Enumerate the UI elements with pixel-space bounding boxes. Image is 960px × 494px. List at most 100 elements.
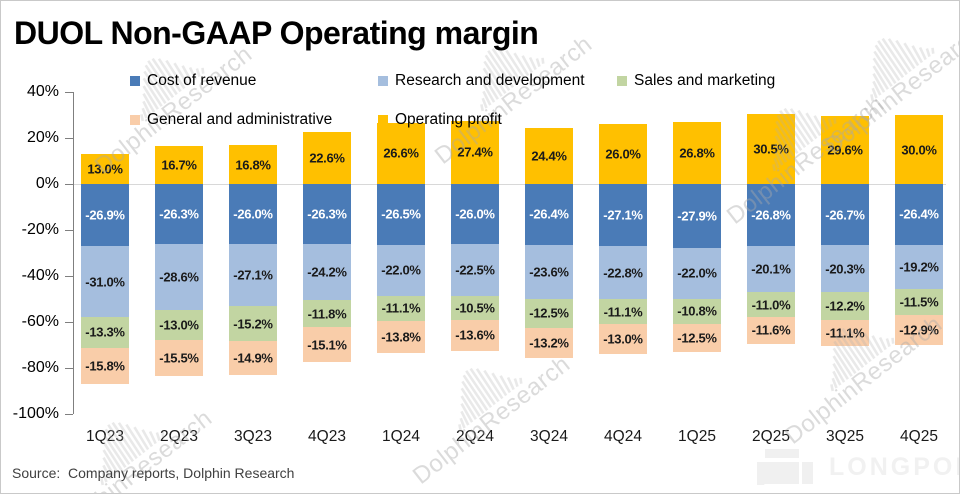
x-axis-label: 4Q25 <box>900 428 938 445</box>
bar-segment: 26.0% <box>599 124 647 184</box>
x-axis-label: 1Q25 <box>678 428 716 445</box>
bar-segment: -11.1% <box>377 295 425 322</box>
bar-segment-label: -12.5% <box>677 330 717 346</box>
bar-segment: -15.1% <box>303 327 351 362</box>
bar-segment: -24.2% <box>303 244 351 301</box>
bar-segment: -26.0% <box>229 184 277 244</box>
bar-segment-label: -26.9% <box>85 207 125 223</box>
x-axis-label: 2Q24 <box>456 428 494 445</box>
bar-segment: -22.5% <box>451 243 499 296</box>
bar-segment: -13.6% <box>451 319 499 351</box>
bar-segment: -11.6% <box>747 317 795 344</box>
bar-segment-label: -20.1% <box>751 261 791 277</box>
bar-segment-label: -15.5% <box>159 350 199 366</box>
bar-segment-label: -26.4% <box>529 206 569 222</box>
bar-segment: -23.6% <box>525 244 573 299</box>
bar-segment: -26.3% <box>155 184 203 245</box>
bar-segment: -13.2% <box>525 327 573 359</box>
bar-segment-label: -13.0% <box>159 317 199 333</box>
bar-segment: -26.9% <box>81 184 129 246</box>
legend-item-cost-of-revenue: Cost of revenue <box>130 72 256 90</box>
legend-swatch-icon <box>378 115 388 125</box>
x-axis-label: 3Q25 <box>826 428 864 445</box>
bar-segment-label: -26.0% <box>455 206 495 222</box>
bar-segment: -28.6% <box>155 244 203 311</box>
bar-segment-label: -11.1% <box>381 300 421 316</box>
bar-segment-label: 16.7% <box>161 157 197 173</box>
y-axis-tick <box>65 414 73 415</box>
y-axis-tick <box>65 138 73 139</box>
x-axis-label: 1Q23 <box>86 428 124 445</box>
bar-segment: -26.3% <box>303 184 351 245</box>
bar-segment-label: -23.6% <box>529 264 569 280</box>
bar-segment: 22.6% <box>303 132 351 184</box>
bar-segment-label: -13.2% <box>529 335 569 351</box>
bar-segment-label: -12.5% <box>529 305 569 321</box>
legend-item-research-and-development: Research and development <box>378 72 585 90</box>
bar-segment-label: -22.8% <box>603 265 643 281</box>
bar-segment-label: -26.3% <box>159 206 199 222</box>
bar-segment: -26.8% <box>747 184 795 246</box>
bar-segment-label: 22.6% <box>309 150 345 166</box>
bar-segment: -12.2% <box>821 292 869 321</box>
legend-swatch-icon <box>130 76 140 86</box>
bar-segment: -22.0% <box>673 248 721 299</box>
bar-segment-label: -27.1% <box>603 207 643 223</box>
legend-swatch-icon <box>130 115 140 125</box>
y-axis-tick <box>65 368 73 369</box>
source-note: Source: Company reports, Dolphin Researc… <box>12 465 295 481</box>
legend-item-operating-profit: Operating profit <box>378 111 502 129</box>
bar-segment: -13.8% <box>377 321 425 353</box>
bar-segment-label: 26.0% <box>605 146 641 162</box>
bar-segment-label: -31.0% <box>85 274 125 289</box>
legend-label: Operating profit <box>395 111 502 128</box>
bar-segment: -12.5% <box>525 299 573 328</box>
bar-segment-label: -12.2% <box>825 298 865 314</box>
legend-item-sales-and-marketing: Sales and marketing <box>617 72 775 90</box>
bar-segment-label: -11.8% <box>307 306 347 322</box>
bar-segment-label: 29.6% <box>827 142 863 158</box>
bar-segment: -26.0% <box>451 184 499 244</box>
bar-segment: -11.1% <box>599 298 647 325</box>
bar-segment-label: -22.0% <box>381 262 421 278</box>
bar-segment: -26.7% <box>821 184 869 246</box>
bar-segment-label: 27.4% <box>457 144 493 160</box>
bar-segment-label: -15.8% <box>85 358 125 374</box>
bar-segment: -15.8% <box>81 347 129 385</box>
bar-segment: 13.0% <box>81 154 129 184</box>
legend-label: Sales and marketing <box>634 72 776 89</box>
bar-segment-label: 16.8% <box>235 157 271 173</box>
bar-segment: -22.0% <box>377 244 425 296</box>
bar-segment-label: -15.1% <box>307 337 347 353</box>
y-axis-tick-label: -60% <box>21 313 59 330</box>
bar-segment: 29.6% <box>821 115 869 184</box>
bar-segment: 16.7% <box>155 145 203 184</box>
legend-label: Cost of revenue <box>147 72 257 89</box>
bar-segment: -20.3% <box>821 245 869 293</box>
x-axis-label: 3Q24 <box>530 428 568 445</box>
bar-segment: 30.0% <box>895 115 943 184</box>
bar-segment-label: -26.7% <box>825 207 865 223</box>
bar-segment: -27.1% <box>599 184 647 247</box>
bar-segment: -19.2% <box>895 244 943 289</box>
bar-segment-label: -26.5% <box>381 206 421 222</box>
x-axis-label: 4Q23 <box>308 428 346 445</box>
bar-segment-label: -26.0% <box>233 206 273 222</box>
bar-segment: -12.9% <box>895 315 943 345</box>
legend-label: Research and development <box>395 72 585 89</box>
bar-segment-label: 24.4% <box>531 148 567 164</box>
bar-segment-label: -13.3% <box>85 324 125 340</box>
bar-segment-label: 26.8% <box>679 145 715 161</box>
bar-segment: -10.5% <box>451 295 499 320</box>
bar-segment: -11.5% <box>895 288 943 316</box>
bar-segment-label: -10.5% <box>455 300 495 316</box>
bar-segment-label: -19.2% <box>899 259 939 275</box>
bar-segment-label: -26.4% <box>899 206 939 222</box>
bar-segment: -22.8% <box>599 246 647 299</box>
bar-segment-label: -11.1% <box>603 304 643 320</box>
bar-segment-label: 30.0% <box>901 142 937 157</box>
bar-segment-label: -28.6% <box>159 269 199 285</box>
bar-segment: 16.8% <box>229 145 277 184</box>
bar-segment: -26.4% <box>895 184 943 245</box>
y-axis-tick-label: -100% <box>12 405 59 422</box>
